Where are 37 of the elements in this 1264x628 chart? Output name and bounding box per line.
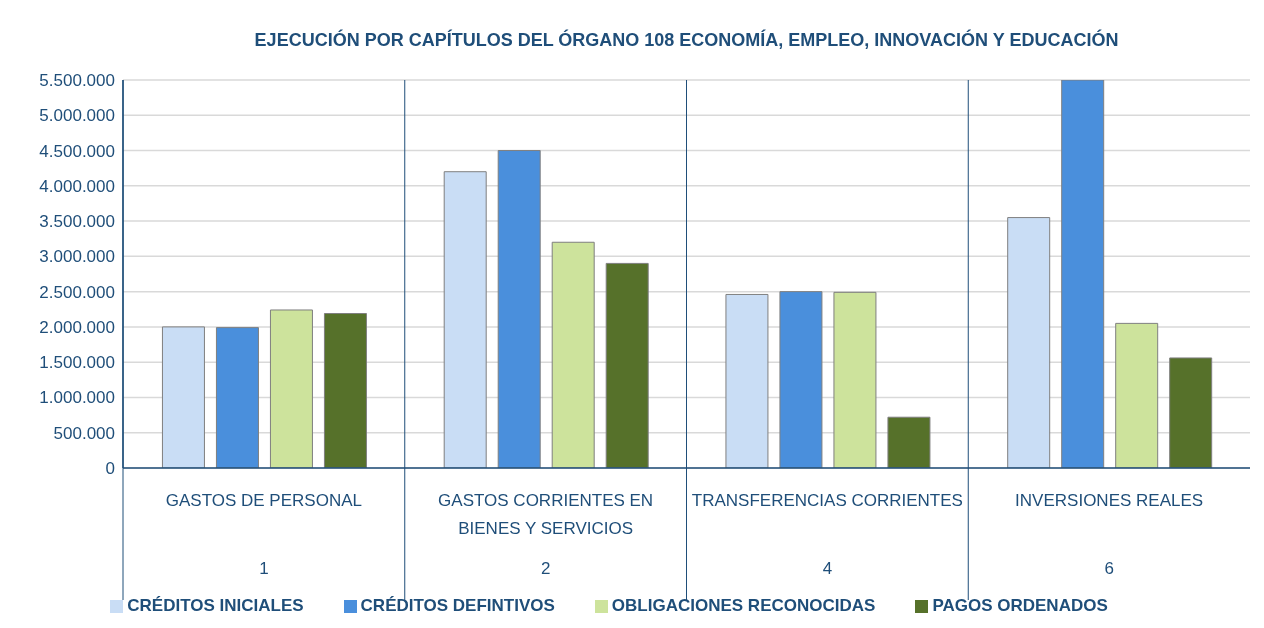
legend-label: OBLIGACIONES RECONOCIDAS	[611, 596, 876, 615]
y-tick-label: 2.500.000	[39, 282, 115, 302]
legend-label: CRÉDITOS INICIALES	[127, 596, 304, 615]
chart-title: EJECUCIÓN POR CAPÍTULOS DEL ÓRGANO 108 ECONOMÍA, EMPLEO, INNOVACIÓN Y EDUCACIÓN	[253, 30, 1120, 51]
bar	[443, 171, 487, 468]
bar	[215, 327, 259, 468]
bar	[1061, 80, 1105, 468]
bar	[323, 313, 367, 468]
bar	[269, 309, 313, 468]
bar	[1169, 357, 1213, 468]
category-label: INVERSIONES REALES 6	[1015, 491, 1204, 578]
bar	[605, 262, 649, 468]
bar	[779, 291, 823, 468]
bar	[497, 150, 541, 468]
y-tick-label: 1.000.000	[39, 388, 115, 408]
y-tick-label: 5.500.000	[39, 71, 115, 91]
legend-label: CRÉDITOS DEFINTIVOS	[360, 596, 555, 615]
bar	[833, 291, 877, 468]
y-tick-label: 4.000.000	[39, 176, 115, 196]
bar	[551, 241, 595, 468]
category-label: GASTOS DE PERSONAL 1	[165, 491, 362, 578]
y-tick-label: 1.500.000	[39, 353, 115, 373]
y-tick-label: 0	[105, 459, 115, 479]
bar	[161, 326, 205, 468]
category-label: TRANSFERENCIAS CORRIENTES 4	[691, 491, 963, 578]
bar	[887, 416, 931, 468]
y-tick-label: 500.000	[53, 423, 115, 443]
bar	[725, 293, 769, 468]
y-tick-label: 4.500.000	[39, 141, 115, 161]
y-tick-label: 3.000.000	[39, 247, 115, 267]
bar	[1115, 322, 1159, 468]
category-label: GASTOS CORRIENTES EN BIENES Y SERVICIOS 2	[438, 491, 654, 578]
bar	[1007, 217, 1051, 468]
y-tick-label: 3.500.000	[39, 212, 115, 232]
y-tick-label: 2.000.000	[39, 317, 115, 337]
y-tick-label: 5.000.000	[39, 106, 115, 126]
legend-label: PAGOS ORDENADOS	[932, 596, 1108, 615]
